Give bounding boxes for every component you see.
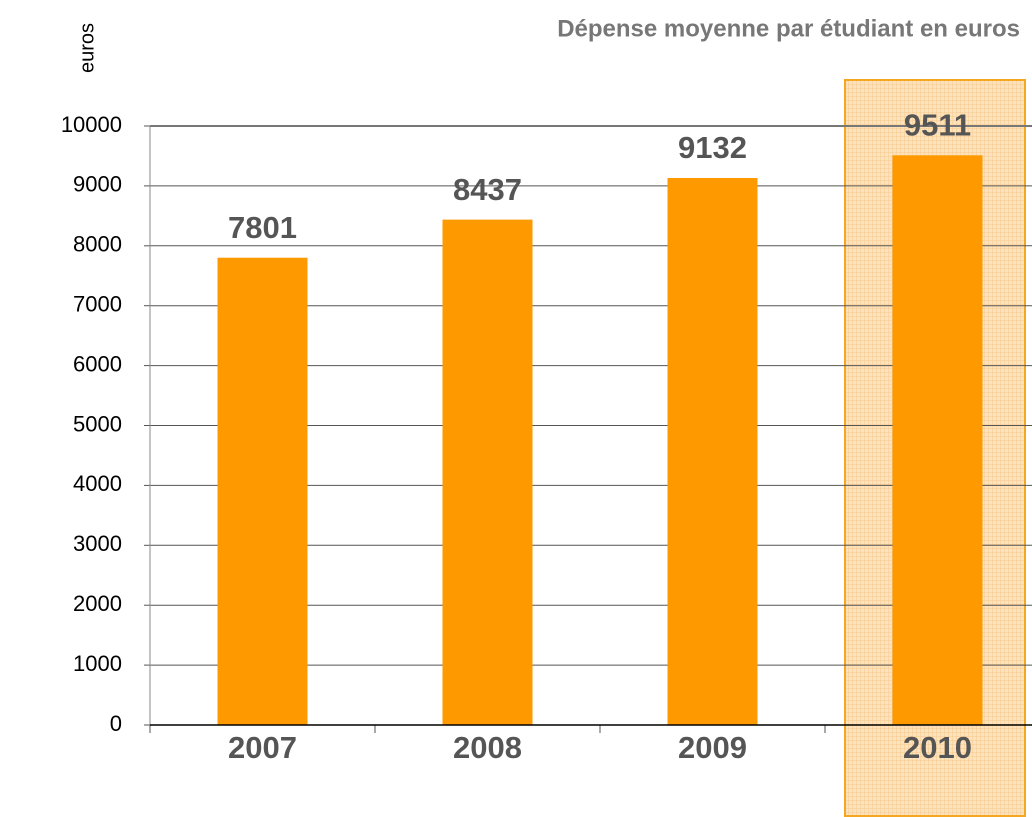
bar: [892, 155, 983, 725]
y-tick-label: 5000: [73, 411, 122, 436]
y-tick-label: 3000: [73, 531, 122, 556]
value-label: 7801: [228, 210, 297, 245]
y-tick-label: 8000: [73, 232, 122, 257]
bar: [667, 177, 758, 726]
y-tick-label: 0: [110, 711, 122, 736]
x-tick-label: 2009: [678, 730, 747, 765]
y-tick-label: 2000: [73, 591, 122, 616]
chart-title: Dépense moyenne par étudiant en euros: [557, 15, 1020, 42]
x-tick-label: 2010: [903, 730, 972, 765]
value-label: 8437: [453, 172, 522, 207]
value-label: 9132: [678, 130, 747, 165]
y-tick-label: 1000: [73, 651, 122, 676]
bar: [217, 257, 308, 725]
x-tick-label: 2008: [453, 730, 522, 765]
y-tick-label: 9000: [73, 172, 122, 197]
bar: [442, 219, 533, 725]
y-axis-label: euros: [76, 23, 98, 73]
plot-area: 0 1000 2000 3000 4000 5000 6000 7000 8000 9000 100…: [61, 107, 1032, 765]
y-tick-label: 10000: [61, 112, 122, 137]
y-tick-label: 7000: [73, 292, 122, 317]
x-tick-label: 2007: [228, 730, 297, 765]
y-tick-label: 6000: [73, 351, 122, 376]
y-tick-label: 4000: [73, 471, 122, 496]
value-label: 9511: [904, 107, 971, 142]
